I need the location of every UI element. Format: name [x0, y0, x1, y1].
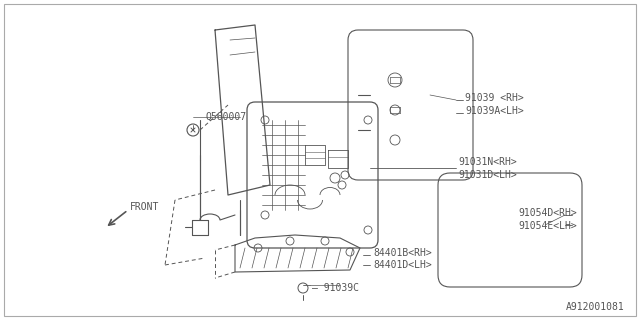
Text: FRONT: FRONT [130, 202, 159, 212]
Text: A912001081: A912001081 [566, 302, 625, 312]
Text: 91054D<RH>: 91054D<RH> [518, 208, 577, 218]
Text: 84401B<RH>: 84401B<RH> [373, 248, 432, 258]
Text: 91039A<LH>: 91039A<LH> [465, 106, 524, 116]
Text: 84401D<LH>: 84401D<LH> [373, 260, 432, 270]
Text: 91054E<LH>: 91054E<LH> [518, 221, 577, 231]
Text: 91031N<RH>: 91031N<RH> [458, 157, 516, 167]
Text: 91031D<LH>: 91031D<LH> [458, 170, 516, 180]
Text: Q560007: Q560007 [205, 112, 246, 122]
Text: 91039 <RH>: 91039 <RH> [465, 93, 524, 103]
Text: — 91039C: — 91039C [312, 283, 359, 293]
